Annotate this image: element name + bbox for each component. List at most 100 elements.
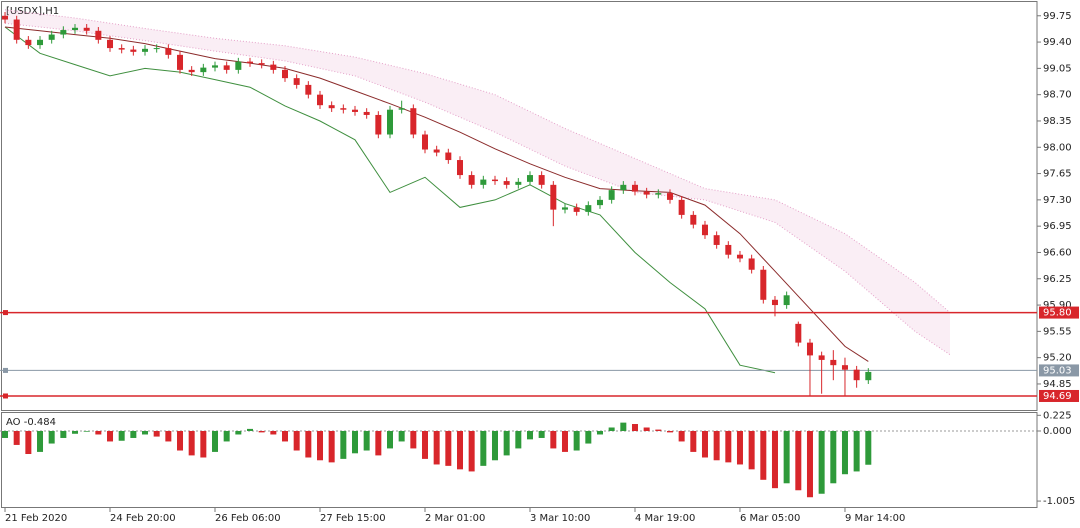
ao-bar (72, 430, 79, 434)
chikou-line (4, 26, 776, 374)
candle-body (305, 84, 312, 95)
ao-bar (725, 430, 732, 463)
ao-bar (643, 427, 650, 431)
candle-body (701, 224, 708, 236)
candle-body (760, 269, 767, 300)
y-tick-label: 94.85 (1043, 379, 1072, 390)
candle-body (188, 69, 195, 73)
candle-body (771, 299, 778, 306)
ao-bar (328, 430, 335, 463)
candle-body (130, 49, 137, 52)
level-label: 94.69 (1043, 391, 1072, 402)
candle-body (818, 355, 825, 360)
candle-body (200, 67, 207, 73)
ao-bar (340, 430, 347, 459)
candle-body (480, 179, 487, 185)
candle-body (830, 359, 837, 366)
ao-bar (212, 430, 219, 452)
candle-body (223, 65, 230, 70)
ao-bar (200, 430, 207, 458)
ao-y-tick-label: 0.225 (1043, 410, 1072, 421)
level-label: 95.80 (1043, 308, 1072, 319)
ao-bar (421, 430, 428, 459)
candle-body (678, 199, 685, 215)
candle-body (258, 63, 265, 65)
level-handle (3, 393, 8, 399)
y-tick-label: 98.70 (1043, 90, 1072, 101)
ao-bar (351, 430, 358, 454)
ao-bar (853, 430, 860, 472)
ao-bar (748, 430, 755, 470)
candle-body (783, 295, 790, 306)
candle-body (48, 34, 55, 40)
candle-body (328, 105, 335, 109)
candle-body (468, 175, 475, 185)
ao-bar (783, 430, 790, 484)
ao-bar (818, 430, 825, 494)
candle-body (561, 207, 568, 210)
y-tick-label: 98.35 (1043, 116, 1072, 127)
ao-bar (631, 424, 638, 431)
candle-body (83, 27, 90, 31)
candle-body (596, 199, 603, 206)
ao-bar (806, 430, 813, 498)
y-tick-label: 96.95 (1043, 221, 1072, 232)
candle-body (865, 371, 872, 381)
y-tick-label: 95.55 (1043, 326, 1072, 337)
cloud-span-b (4, 22, 951, 356)
ao-bar (153, 430, 160, 437)
x-tick-label: 21 Feb 2020 (5, 513, 67, 524)
ao-bar (690, 430, 697, 452)
candle-body (386, 109, 393, 135)
ao-bar (410, 430, 417, 449)
candle-body (585, 205, 592, 212)
candle-body (503, 181, 510, 185)
candle-body (165, 48, 172, 55)
candle-body (72, 27, 79, 31)
x-tick-label: 2 Mar 01:00 (425, 513, 485, 524)
candle-body (620, 184, 627, 191)
candle-body (841, 365, 848, 370)
y-tick-label: 96.25 (1043, 274, 1072, 285)
y-tick-label: 97.65 (1043, 169, 1072, 180)
candle-body (317, 94, 324, 106)
ao-bar (398, 430, 405, 442)
candle-body (713, 235, 720, 245)
candle-body (375, 114, 382, 135)
x-tick-label: 6 Mar 05:00 (740, 513, 800, 524)
ao-bar (795, 430, 802, 491)
ao-bar (258, 430, 265, 433)
ao-bar (515, 430, 522, 449)
level-label-box (1039, 364, 1079, 377)
candle-body (95, 30, 102, 40)
ao-bar (573, 430, 580, 451)
ao-bar (830, 430, 837, 484)
ao-bar (130, 430, 137, 438)
ao-bar (305, 430, 312, 458)
ao-bar (363, 430, 370, 451)
ao-bar (2, 430, 9, 438)
candle-body (526, 175, 533, 182)
candle-body (736, 254, 743, 259)
ao-bar (666, 430, 673, 433)
ao-bar (188, 430, 195, 456)
ao-bar (596, 430, 603, 435)
ao-bar (165, 430, 172, 442)
level-handle (3, 310, 8, 316)
ao-bar (25, 430, 32, 455)
candle-body (351, 109, 358, 112)
ao-bar (317, 430, 324, 461)
ao-label: AO -0.484 (6, 417, 56, 428)
candle-body (363, 111, 370, 115)
level-label-box (1039, 389, 1079, 402)
candle-body (748, 258, 755, 270)
candle-body (421, 134, 428, 150)
candle-body (550, 184, 557, 210)
candle-body (118, 48, 125, 50)
candle-body (410, 108, 417, 135)
ao-bar (701, 430, 708, 458)
candle-body (643, 191, 650, 195)
candle-body (398, 108, 405, 110)
